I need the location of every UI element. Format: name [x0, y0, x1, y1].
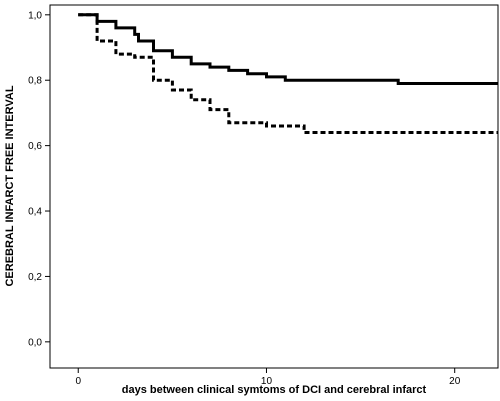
series-layer [78, 13, 498, 134]
x-tick-label: 20 [449, 376, 461, 387]
y-tick-label: 0,0 [28, 337, 42, 348]
y-tick-label: 0,8 [28, 76, 42, 87]
y-tick-label: 1,0 [28, 10, 42, 21]
solid-survival-line [78, 13, 498, 85]
y-tick-label: 0,6 [28, 141, 42, 152]
x-axis-ticks: 0 10 20 [75, 368, 461, 387]
y-tick-label: 0,4 [28, 207, 42, 218]
dashed-survival-line [78, 13, 498, 134]
y-tick-label: 0,2 [28, 272, 42, 283]
x-tick-label: 0 [75, 376, 81, 387]
x-tick-label: 10 [261, 376, 273, 387]
y-axis-ticks: 0,0 0,2 0,4 0,6 0,8 1,0 [28, 10, 50, 348]
plot-frame [49, 4, 499, 369]
x-axis-label: days between clinical symtoms of DCI and… [122, 384, 427, 396]
y-axis-label: CEREBRAL INFARCT FREE INTERVAL [4, 85, 16, 286]
